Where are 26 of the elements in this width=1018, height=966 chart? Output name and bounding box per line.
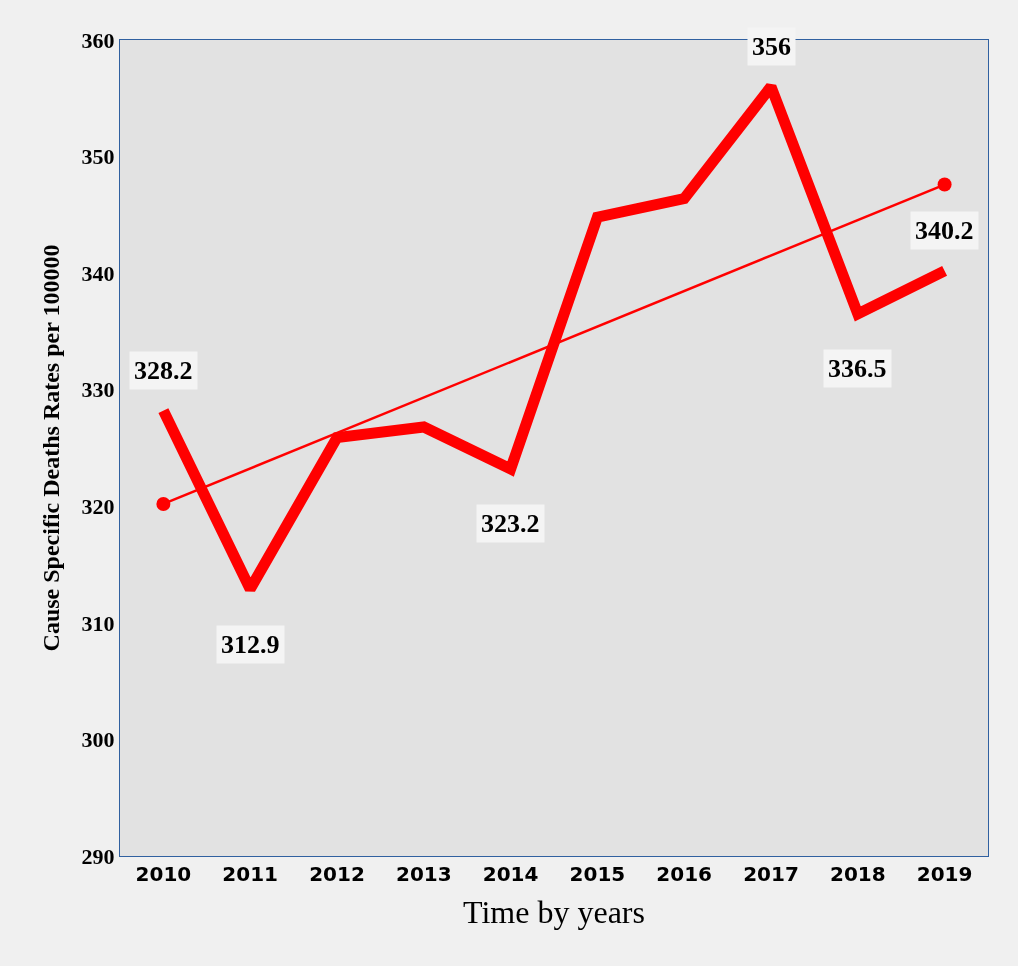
y-tick-label: 320: [81, 493, 115, 519]
y-tick-label: 350: [81, 144, 115, 170]
y-tick-label: 360: [81, 27, 115, 53]
x-tick-label: 2011: [222, 862, 279, 886]
data-label: 323.2: [481, 509, 540, 538]
y-tick-label: 290: [81, 843, 115, 869]
y-tick-label: 300: [81, 727, 115, 753]
data-label: 328.2: [134, 356, 193, 385]
y-tick-label: 310: [81, 610, 115, 636]
y-axis-title: Cause Specific Deaths Rates per 100000: [37, 244, 64, 652]
x-axis-title: Time by years: [463, 893, 645, 930]
x-tick-label: 2018: [829, 862, 886, 886]
data-label: 356: [752, 32, 791, 61]
x-tick-label: 2014: [482, 862, 539, 886]
y-tick-label: 330: [81, 377, 115, 403]
x-tick-label: 2010: [135, 862, 192, 886]
x-tick-label: 2013: [395, 862, 452, 886]
y-tick-label: 340: [81, 260, 115, 286]
x-tick-label: 2016: [656, 862, 713, 886]
x-tick-label: 2019: [916, 862, 973, 886]
x-tick-label: 2017: [743, 862, 799, 886]
data-label: 340.2: [915, 216, 974, 245]
data-label: 312.9: [221, 630, 280, 659]
x-tick-label: 2012: [309, 862, 365, 886]
x-tick-label: 2015: [569, 862, 626, 886]
data-label: 336.5: [828, 354, 887, 383]
